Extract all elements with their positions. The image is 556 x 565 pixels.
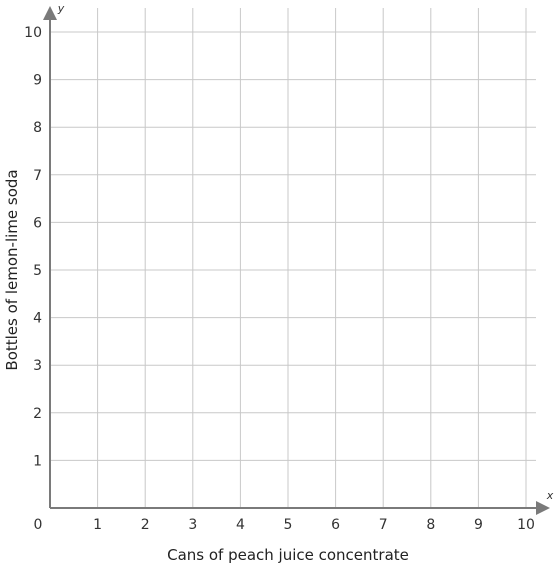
tick-labels: 1 2 3 4 5 6 7 8 9 10 1 2 3 4 5 6 7 8 9 10 bbox=[24, 25, 535, 533]
y-tick-label: 9 bbox=[33, 73, 42, 89]
x-axis-title: Cans of peach juice concentrate bbox=[167, 546, 409, 564]
y-tick-label: 1 bbox=[33, 453, 42, 469]
y-tick-label: 2 bbox=[33, 406, 42, 422]
origin-label: 0 bbox=[34, 517, 43, 533]
y-axis-title: Bottles of lemon-lime soda bbox=[3, 169, 21, 370]
y-tick-label: 4 bbox=[33, 311, 42, 327]
y-tick-label: 10 bbox=[24, 25, 42, 41]
x-tick-label: 4 bbox=[236, 517, 245, 533]
x-tick-label: 3 bbox=[188, 517, 197, 533]
y-tick-label: 5 bbox=[33, 263, 42, 279]
y-axis-arrow-icon bbox=[43, 6, 57, 20]
y-tick-label: 6 bbox=[33, 215, 42, 231]
x-tick-label: 10 bbox=[517, 517, 535, 533]
x-axis-symbol: x bbox=[546, 489, 554, 502]
x-tick-label: 2 bbox=[141, 517, 150, 533]
x-tick-label: 6 bbox=[331, 517, 340, 533]
x-tick-label: 1 bbox=[93, 517, 102, 533]
y-axis-symbol: y bbox=[57, 2, 65, 15]
x-tick-label: 8 bbox=[426, 517, 435, 533]
y-tick-label: 7 bbox=[33, 168, 42, 184]
x-tick-label: 9 bbox=[474, 517, 483, 533]
x-axis-arrow-icon bbox=[536, 501, 550, 515]
x-tick-label: 5 bbox=[284, 517, 293, 533]
x-tick-label: 7 bbox=[379, 517, 388, 533]
y-tick-label: 8 bbox=[33, 120, 42, 136]
y-tick-label: 3 bbox=[33, 358, 42, 374]
axes bbox=[43, 6, 550, 515]
grid-lines bbox=[50, 8, 536, 508]
